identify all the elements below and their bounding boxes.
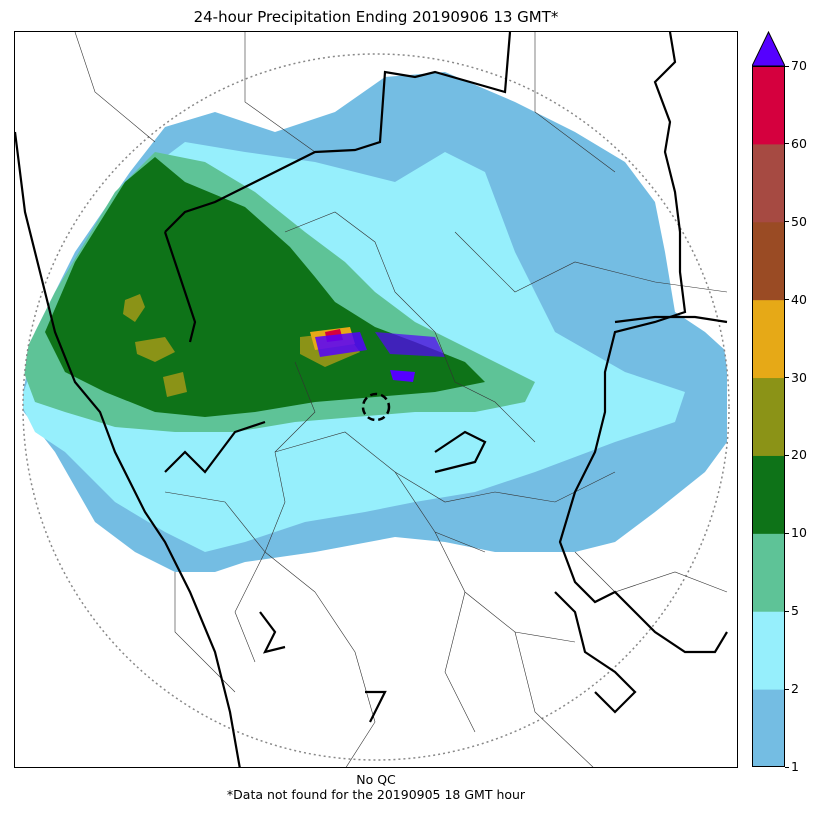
- radar-site-marker: [361, 392, 391, 422]
- radar-range-ring: [22, 53, 730, 761]
- state-boundaries: [15, 32, 728, 767]
- colorbar-segment: [752, 689, 785, 767]
- colorbar-tick-label: 70: [791, 58, 807, 73]
- missing-data-note: *Data not found for the 20190905 18 GMT …: [226, 787, 526, 802]
- colorbar-segment: [752, 533, 785, 612]
- precip-70plus-region-b: [375, 332, 445, 357]
- colorbar: [752, 66, 785, 767]
- colorbar-segment: [752, 377, 785, 456]
- colorbar-tick-mark: [785, 454, 789, 456]
- colorbar-border: [752, 66, 785, 767]
- colorbar-segment: [752, 221, 785, 301]
- colorbar-tick-label: 40: [791, 291, 807, 307]
- colorbar-tick-mark: [785, 143, 789, 145]
- colorbar-tick-mark: [785, 610, 789, 612]
- colorbar-segment: [752, 455, 785, 534]
- precip-70plus-region-a: [315, 332, 367, 357]
- colorbar-tick-mark: [785, 65, 789, 67]
- colorbar-tick-label: 5: [791, 603, 799, 619]
- colorbar-tick-label: 10: [791, 525, 807, 541]
- precip-20-30-region-c: [163, 372, 187, 397]
- colorbar-tick-mark: [785, 299, 789, 301]
- colorbar-segment: [752, 299, 785, 379]
- colorbar-tick-mark: [785, 532, 789, 534]
- radar-map: [14, 31, 738, 768]
- colorbar-segment: [752, 611, 785, 690]
- map-title: 24-hour Precipitation Ending 20190906 13…: [193, 8, 559, 26]
- precip-70plus-region-c: [390, 370, 415, 382]
- precipitation-field: [15, 32, 730, 767]
- colorbar-segment: [752, 143, 785, 223]
- colorbar-tick-label: 50: [791, 213, 807, 229]
- precip-20-30-region-b: [135, 337, 175, 362]
- colorbar-extend-arrow: [752, 31, 785, 67]
- colorbar-tick-label: 20: [791, 447, 807, 463]
- district-boundaries: [74, 32, 728, 767]
- colorbar-tick-label: 2: [791, 681, 799, 697]
- colorbar-segment: [752, 66, 785, 145]
- colorbar-tick-label: 30: [791, 369, 807, 385]
- colorbar-tick-mark: [785, 377, 789, 379]
- precip-20-30-region-a: [123, 294, 145, 322]
- colorbar-tick-label: 1: [791, 759, 799, 774]
- colorbar-tick-mark: [785, 221, 789, 223]
- colorbar-tick-label: 60: [791, 135, 807, 151]
- colorbar-tick-mark: [785, 688, 789, 690]
- qc-label: No QC: [356, 772, 396, 787]
- colorbar-tick-mark: [785, 766, 789, 768]
